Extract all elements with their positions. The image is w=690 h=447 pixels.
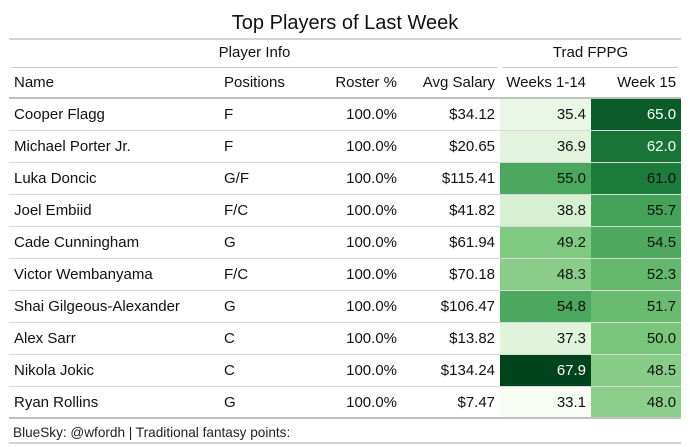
table-row: Alex Sarr C 100.0% $13.82 37.3 50.0	[9, 322, 682, 355]
cell-week-15: 51.7	[591, 290, 682, 323]
cell-weeks-1-14: 36.9	[500, 130, 592, 163]
cell-positions: F/C	[219, 194, 312, 227]
column-header-roster: Roster %	[312, 68, 402, 99]
cell-positions: C	[219, 322, 312, 355]
cell-salary: $20.65	[402, 130, 501, 163]
column-header-weeks-1-14: Weeks 1-14	[500, 68, 592, 99]
cell-week-15: 54.5	[591, 226, 682, 259]
cell-salary: $41.82	[402, 194, 501, 227]
cell-week-15: 62.0	[591, 130, 682, 163]
cell-weeks-1-14: 35.4	[500, 98, 592, 131]
cell-salary: $7.47	[402, 386, 501, 420]
cell-positions: G	[219, 226, 312, 259]
cell-name: Cade Cunningham	[9, 226, 219, 259]
table-row: Shai Gilgeous-Alexander G 100.0% $106.47…	[9, 290, 682, 323]
cell-roster: 100.0%	[312, 130, 402, 163]
cell-positions: G/F	[219, 162, 312, 195]
table-row: Luka Doncic G/F 100.0% $115.41 55.0 61.0	[9, 162, 682, 195]
table-row: Cade Cunningham G 100.0% $61.94 49.2 54.…	[9, 226, 682, 259]
cell-roster: 100.0%	[312, 386, 402, 420]
table-row: Nikola Jokic C 100.0% $134.24 67.9 48.5	[9, 354, 682, 387]
cell-name: Cooper Flagg	[9, 98, 219, 131]
cell-salary: $115.41	[402, 162, 501, 195]
cell-roster: 100.0%	[312, 226, 402, 259]
table-row: Victor Wembanyama F/C 100.0% $70.18 48.3…	[9, 258, 682, 291]
cell-weeks-1-14: 67.9	[500, 354, 592, 387]
table-footnote: BlueSky: @wfordh | Traditional fantasy p…	[9, 422, 681, 445]
column-header-salary: Avg Salary	[402, 68, 501, 99]
column-header-name: Name	[9, 68, 219, 99]
cell-positions: G	[219, 290, 312, 323]
cell-weeks-1-14: 55.0	[500, 162, 592, 195]
table-title: Top Players of Last Week	[231, 12, 459, 34]
cell-weeks-1-14: 38.8	[500, 194, 592, 227]
cell-name: Ryan Rollins	[9, 386, 219, 420]
cell-roster: 100.0%	[312, 322, 402, 355]
column-header-week-15: Week 15	[591, 68, 682, 99]
cell-roster: 100.0%	[312, 258, 402, 291]
table-row: Cooper Flagg F 100.0% $34.12 35.4 65.0	[9, 98, 682, 131]
cell-weeks-1-14: 48.3	[500, 258, 592, 291]
cell-week-15: 52.3	[591, 258, 682, 291]
cell-roster: 100.0%	[312, 354, 402, 387]
cell-weeks-1-14: 37.3	[500, 322, 592, 355]
players-table: Player Info Trad FPPG Name Positions Ros…	[9, 38, 682, 420]
cell-positions: F/C	[219, 258, 312, 291]
header-row: Name Positions Roster % Avg Salary Weeks…	[9, 68, 682, 99]
cell-positions: G	[219, 386, 312, 420]
column-header-positions: Positions	[219, 68, 312, 99]
cell-weeks-1-14: 49.2	[500, 226, 592, 259]
cell-name: Luka Doncic	[9, 162, 219, 195]
cell-salary: $106.47	[402, 290, 501, 323]
spanner-row: Player Info Trad FPPG	[9, 38, 682, 68]
cell-roster: 100.0%	[312, 162, 402, 195]
table-row: Michael Porter Jr. F 100.0% $20.65 36.9 …	[9, 130, 682, 163]
cell-name: Joel Embiid	[9, 194, 219, 227]
cell-name: Alex Sarr	[9, 322, 219, 355]
cell-week-15: 48.0	[591, 386, 682, 420]
table-row: Ryan Rollins G 100.0% $7.47 33.1 48.0	[9, 386, 682, 420]
cell-roster: 100.0%	[312, 98, 402, 131]
cell-salary: $34.12	[402, 98, 501, 131]
cell-week-15: 61.0	[591, 162, 682, 195]
cell-positions: F	[219, 130, 312, 163]
cell-name: Shai Gilgeous-Alexander	[9, 290, 219, 323]
cell-roster: 100.0%	[312, 290, 402, 323]
cell-week-15: 55.7	[591, 194, 682, 227]
cell-week-15: 50.0	[591, 322, 682, 355]
cell-salary: $61.94	[402, 226, 501, 259]
spanner-trad-fppg: Trad FPPG	[500, 38, 682, 68]
cell-salary: $70.18	[402, 258, 501, 291]
spanner-player-info: Player Info	[9, 38, 501, 68]
table-row: Joel Embiid F/C 100.0% $41.82 38.8 55.7	[9, 194, 682, 227]
cell-weeks-1-14: 54.8	[500, 290, 592, 323]
cell-name: Nikola Jokic	[9, 354, 219, 387]
cell-weeks-1-14: 33.1	[500, 386, 592, 420]
cell-name: Victor Wembanyama	[9, 258, 219, 291]
cell-salary: $13.82	[402, 322, 501, 355]
cell-roster: 100.0%	[312, 194, 402, 227]
cell-positions: C	[219, 354, 312, 387]
cell-week-15: 65.0	[591, 98, 682, 131]
cell-name: Michael Porter Jr.	[9, 130, 219, 163]
cell-week-15: 48.5	[591, 354, 682, 387]
cell-positions: F	[219, 98, 312, 131]
cell-salary: $134.24	[402, 354, 501, 387]
